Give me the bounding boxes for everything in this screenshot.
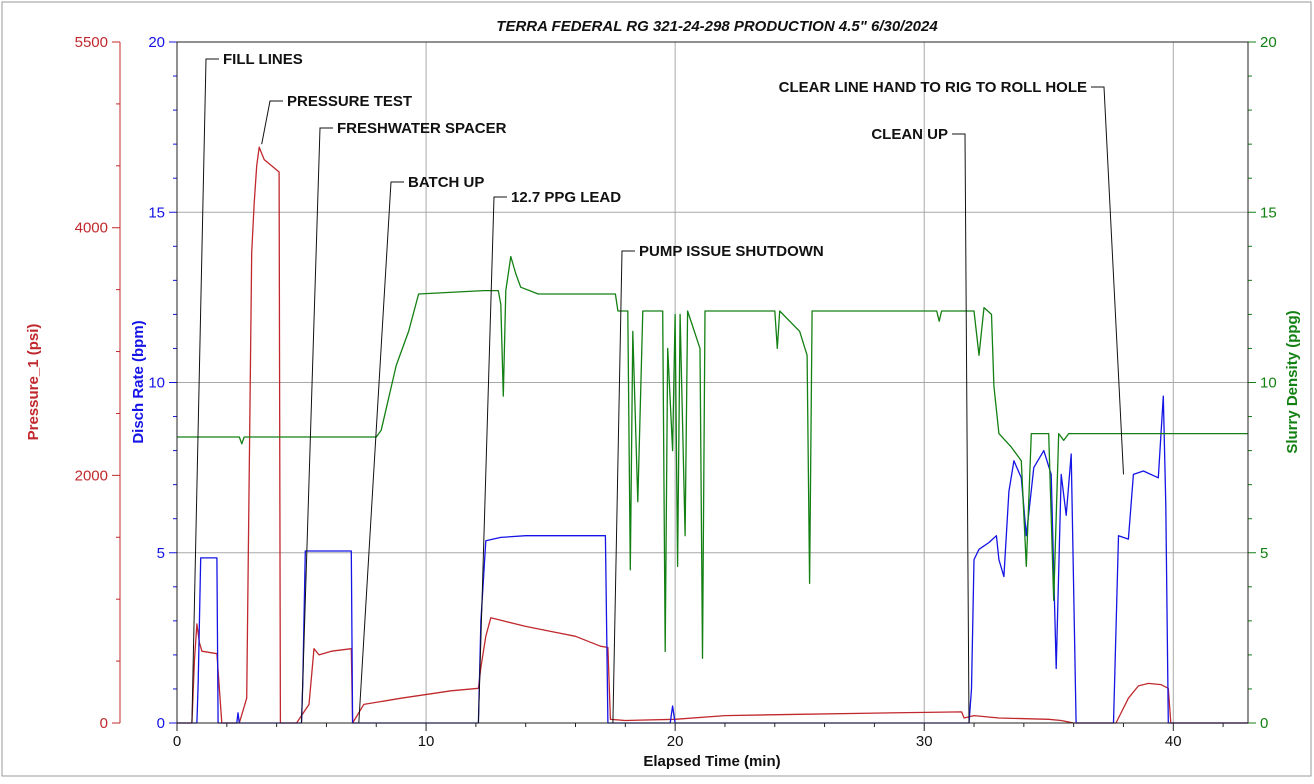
pressure-tick-label: 4000 [75,220,108,237]
event-leader-line [952,133,970,724]
x-tick-label: 30 [916,733,933,750]
x-tick-label: 20 [667,733,684,750]
event-label: FRESHWATER SPACER [337,120,507,137]
event-leader-line [612,250,635,724]
density-series-line [177,255,1248,659]
rate-tick-label: 15 [148,204,165,221]
rate-tick-label: 20 [148,34,165,51]
density-axis-label: Slurry Density (ppg) [1284,310,1301,453]
event-label: BATCH UP [408,174,484,191]
density-tick-label: 15 [1260,204,1277,221]
event-leader-line [1091,86,1124,475]
rate-tick-label: 5 [157,545,165,562]
rate-tick-label: 0 [157,715,165,732]
rate-tick-label: 10 [148,375,165,392]
density-tick-label: 0 [1260,715,1268,732]
pressure-axis-label: Pressure_1 (psi) [25,324,42,441]
density-tick-label: 5 [1260,545,1268,562]
event-leader-line [191,58,219,724]
annotation-layer: FILL LINES PRESSURE TEST FRESHWATER SPACER… [191,51,1124,724]
plot-frame [176,41,1249,724]
x-axis: 0 10 20 30 40 [173,723,1224,750]
x-tick-label: 0 [173,733,181,750]
event-label: PUMP ISSUE SHUTDOWN [639,243,824,260]
event-label: CLEAR LINE HAND TO RIG TO ROLL HOLE [779,79,1087,96]
event-leader-line [301,127,333,724]
x-tick-label: 10 [418,733,435,750]
event-leader-line [477,196,507,724]
pressure-tick-label: 5500 [75,34,108,51]
event-label: 12.7 PPG LEAD [511,189,621,206]
chart-title: TERRA FEDERAL RG 321-24-298 PRODUCTION 4… [496,18,938,35]
density-tick-label: 20 [1260,34,1277,51]
event-leader-line [261,100,283,145]
pressure-axis: 0 2000 4000 5500 [75,34,121,732]
x-axis-label: Elapsed Time (min) [643,753,780,770]
x-tick-label: 40 [1165,733,1182,750]
event-leader-line [358,181,404,724]
event-label: PRESSURE TEST [287,93,412,110]
density-tick-label: 10 [1260,375,1277,392]
pressure-tick-label: 0 [100,715,108,732]
event-label: FILL LINES [223,51,303,68]
rate-axis-label: Disch Rate (bpm) [130,320,147,443]
event-label: CLEAN UP [871,126,948,143]
pressure-tick-label: 2000 [75,467,108,484]
